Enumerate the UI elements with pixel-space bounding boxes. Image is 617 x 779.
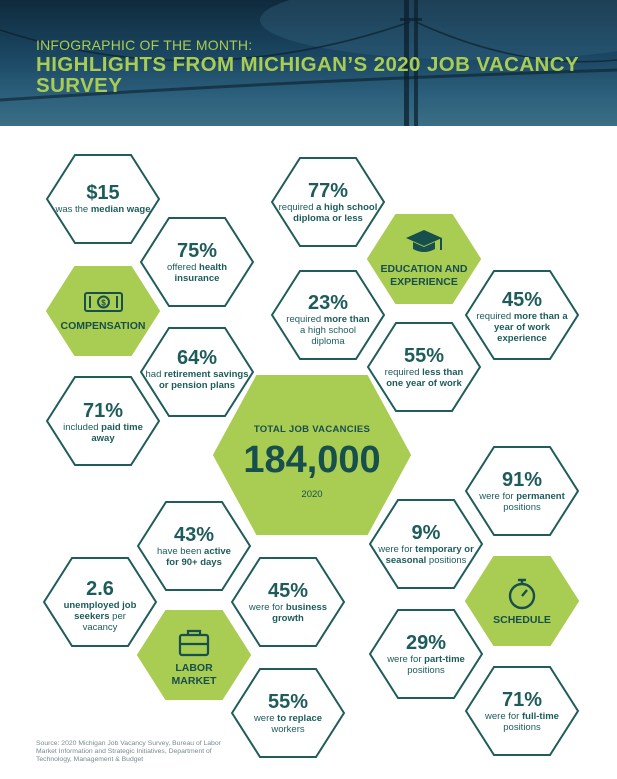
hex-hs-or-less bbox=[270, 157, 386, 247]
hex-paid-time bbox=[45, 376, 161, 466]
bridge-photo bbox=[0, 0, 617, 126]
category-schedule: SCHEDULE bbox=[493, 614, 551, 626]
hex-business-growth bbox=[230, 557, 346, 647]
total-vacancies-label: TOTAL JOB VACANCIES bbox=[253, 424, 371, 435]
hex-active-90 bbox=[136, 501, 252, 591]
header-kicker: INFOGRAPHIC OF THE MONTH: bbox=[36, 37, 253, 53]
stat-permanent: 91% were for permanent positions bbox=[479, 469, 565, 513]
hex-retirement bbox=[139, 327, 255, 417]
stat-replace-workers: 55% were to replace workers bbox=[253, 691, 323, 735]
stat-paid-time: 71% included paid time away bbox=[63, 400, 143, 444]
stat-hs-or-less: 77% required a high school diploma or le… bbox=[278, 180, 378, 224]
hex-part-time bbox=[368, 609, 484, 699]
hex-full-time bbox=[464, 666, 580, 756]
stat-health-insurance: 75% offered health insurance bbox=[166, 240, 228, 284]
hex-total-vacancies bbox=[212, 375, 412, 535]
category-education: EDUCATION AND EXPERIENCE bbox=[380, 263, 468, 288]
stat-median-wage: $15 was the median wage bbox=[55, 182, 151, 215]
hex-more-than-year bbox=[464, 270, 580, 360]
total-vacancies-year: 2020 bbox=[301, 489, 323, 500]
hex-permanent bbox=[464, 446, 580, 536]
source-note: Source: 2020 Michigan Job Vacancy Survey… bbox=[36, 740, 221, 763]
stat-temporary: 9% were for temporary or seasonal positi… bbox=[378, 522, 474, 566]
stat-full-time: 71% were for full-time positions bbox=[485, 689, 559, 733]
hex-job-seekers bbox=[42, 557, 158, 647]
hex-median-wage bbox=[45, 154, 161, 244]
hex-schedule bbox=[464, 556, 580, 646]
stat-retirement: 64% had retirement savings or pension pl… bbox=[145, 347, 249, 391]
total-vacancies-value: 184,000 bbox=[243, 439, 381, 481]
graduation-cap-icon bbox=[406, 230, 442, 252]
hex-education bbox=[366, 214, 482, 304]
stat-more-than-year: 45% required more than a year of work ex… bbox=[476, 289, 568, 344]
stat-less-than-year: 55% required less than one year of work bbox=[384, 345, 464, 389]
hex-temporary bbox=[368, 499, 484, 589]
stat-more-than-hs: 23% required more than a high school dip… bbox=[286, 292, 370, 347]
hex-less-than-year bbox=[366, 322, 482, 412]
stat-active-90: 43% have been active for 90+ days bbox=[157, 524, 231, 568]
stat-part-time: 29% were for part-time positions bbox=[387, 632, 465, 676]
total-vacancies: TOTAL JOB VACANCIES 184,000 2020 bbox=[230, 424, 394, 500]
hex-health-insurance bbox=[139, 217, 255, 307]
dollar-bill-icon bbox=[84, 292, 123, 312]
stat-business-growth: 45% were for business growth bbox=[248, 580, 328, 624]
stat-job-seekers: 2.6 unemployed job seekers per vacancy bbox=[63, 578, 137, 633]
briefcase-icon bbox=[178, 629, 210, 657]
hex-replace-workers bbox=[230, 668, 346, 758]
dollar-sign-glyph: $ bbox=[101, 299, 106, 308]
page-title: HIGHLIGHTS FROM MICHIGAN’S 2020 JOB VACA… bbox=[36, 53, 579, 97]
category-compensation: COMPENSATION bbox=[60, 320, 146, 332]
stopwatch-icon bbox=[508, 578, 536, 610]
hex-more-than-hs bbox=[270, 270, 386, 360]
header-banner: INFOGRAPHIC OF THE MONTH: HIGHLIGHTS FRO… bbox=[0, 0, 617, 126]
category-labor-market: LABOR MARKET bbox=[171, 662, 217, 687]
